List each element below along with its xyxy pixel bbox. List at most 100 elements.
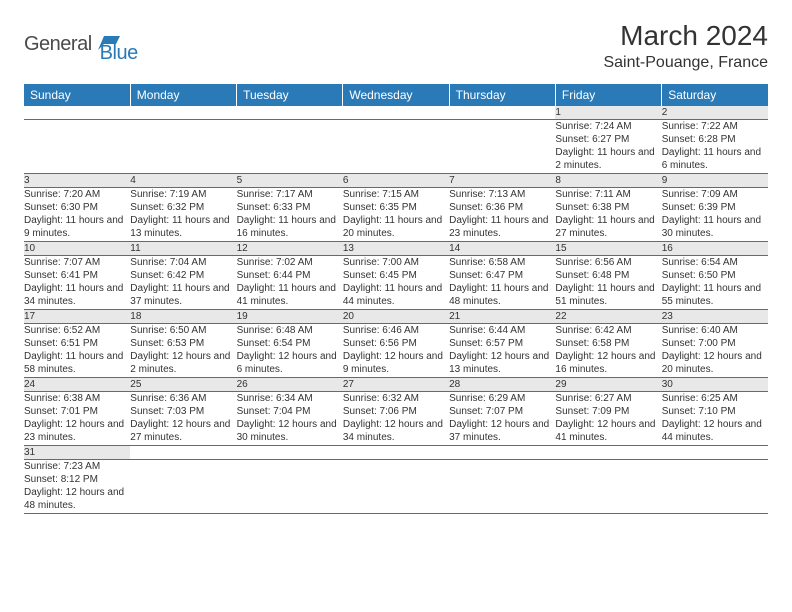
daylight-text: Daylight: 11 hours and 16 minutes.: [237, 214, 343, 240]
sunset-text: Sunset: 7:03 PM: [130, 405, 236, 418]
day-number-cell: 7: [449, 174, 555, 188]
daylight-text: Daylight: 11 hours and 51 minutes.: [555, 282, 661, 308]
sunrise-text: Sunrise: 7:22 AM: [662, 120, 768, 133]
day-number-cell: 10: [24, 242, 130, 256]
day-detail-row: Sunrise: 6:38 AMSunset: 7:01 PMDaylight:…: [24, 392, 768, 446]
sunrise-text: Sunrise: 6:29 AM: [449, 392, 555, 405]
daylight-text: Daylight: 11 hours and 2 minutes.: [555, 146, 661, 172]
day-detail-cell: Sunrise: 7:11 AMSunset: 6:38 PMDaylight:…: [555, 188, 661, 242]
logo-text-general: General: [24, 33, 92, 56]
sunrise-text: Sunrise: 6:38 AM: [24, 392, 130, 405]
day-detail-cell: Sunrise: 7:07 AMSunset: 6:41 PMDaylight:…: [24, 256, 130, 310]
daylight-text: Daylight: 12 hours and 30 minutes.: [237, 418, 343, 444]
day-number-cell: 17: [24, 310, 130, 324]
day-detail-cell: [662, 460, 768, 514]
sunrise-text: Sunrise: 6:40 AM: [662, 324, 768, 337]
day-number-cell: 5: [237, 174, 343, 188]
day-detail-cell: Sunrise: 6:36 AMSunset: 7:03 PMDaylight:…: [130, 392, 236, 446]
day-number-cell: 11: [130, 242, 236, 256]
day-detail-cell: [449, 120, 555, 174]
day-number-cell: 19: [237, 310, 343, 324]
daylight-text: Daylight: 12 hours and 9 minutes.: [343, 350, 449, 376]
day-detail-cell: Sunrise: 6:58 AMSunset: 6:47 PMDaylight:…: [449, 256, 555, 310]
calendar-body: 12Sunrise: 7:24 AMSunset: 6:27 PMDayligh…: [24, 106, 768, 514]
day-detail-row: Sunrise: 6:52 AMSunset: 6:51 PMDaylight:…: [24, 324, 768, 378]
day-detail-cell: Sunrise: 7:19 AMSunset: 6:32 PMDaylight:…: [130, 188, 236, 242]
day-detail-cell: Sunrise: 7:20 AMSunset: 6:30 PMDaylight:…: [24, 188, 130, 242]
day-number-cell: [343, 446, 449, 460]
daylight-text: Daylight: 12 hours and 20 minutes.: [662, 350, 768, 376]
daylight-text: Daylight: 12 hours and 48 minutes.: [24, 486, 130, 512]
day-number-cell: 24: [24, 378, 130, 392]
location: Saint-Pouange, France: [603, 54, 768, 72]
day-number-cell: 26: [237, 378, 343, 392]
sunset-text: Sunset: 6:38 PM: [555, 201, 661, 214]
daylight-text: Daylight: 12 hours and 44 minutes.: [662, 418, 768, 444]
day-number-cell: 16: [662, 242, 768, 256]
day-number-cell: 20: [343, 310, 449, 324]
daylight-text: Daylight: 12 hours and 13 minutes.: [449, 350, 555, 376]
day-number-cell: [130, 446, 236, 460]
sunset-text: Sunset: 6:47 PM: [449, 269, 555, 282]
day-number-cell: 25: [130, 378, 236, 392]
sunrise-text: Sunrise: 6:48 AM: [237, 324, 343, 337]
day-number-cell: [237, 106, 343, 120]
sunset-text: Sunset: 6:35 PM: [343, 201, 449, 214]
day-detail-cell: Sunrise: 7:02 AMSunset: 6:44 PMDaylight:…: [237, 256, 343, 310]
day-detail-cell: [130, 460, 236, 514]
weekday-header: Wednesday: [343, 84, 449, 106]
day-detail-cell: Sunrise: 7:09 AMSunset: 6:39 PMDaylight:…: [662, 188, 768, 242]
sunset-text: Sunset: 7:00 PM: [662, 337, 768, 350]
day-detail-cell: Sunrise: 6:42 AMSunset: 6:58 PMDaylight:…: [555, 324, 661, 378]
day-number-cell: 23: [662, 310, 768, 324]
day-number-cell: 31: [24, 446, 130, 460]
daylight-text: Daylight: 11 hours and 6 minutes.: [662, 146, 768, 172]
day-detail-cell: Sunrise: 6:38 AMSunset: 7:01 PMDaylight:…: [24, 392, 130, 446]
daylight-text: Daylight: 12 hours and 27 minutes.: [130, 418, 236, 444]
day-number-cell: 9: [662, 174, 768, 188]
day-number-row: 24252627282930: [24, 378, 768, 392]
day-detail-cell: Sunrise: 6:48 AMSunset: 6:54 PMDaylight:…: [237, 324, 343, 378]
sunset-text: Sunset: 6:56 PM: [343, 337, 449, 350]
day-number-cell: 22: [555, 310, 661, 324]
day-number-cell: 2: [662, 106, 768, 120]
day-detail-cell: Sunrise: 6:29 AMSunset: 7:07 PMDaylight:…: [449, 392, 555, 446]
day-number-cell: 8: [555, 174, 661, 188]
daylight-text: Daylight: 11 hours and 58 minutes.: [24, 350, 130, 376]
day-detail-cell: [237, 120, 343, 174]
sunset-text: Sunset: 6:30 PM: [24, 201, 130, 214]
day-detail-cell: [237, 460, 343, 514]
day-detail-cell: Sunrise: 7:23 AMSunset: 8:12 PMDaylight:…: [24, 460, 130, 514]
day-number-cell: 4: [130, 174, 236, 188]
day-detail-cell: Sunrise: 6:56 AMSunset: 6:48 PMDaylight:…: [555, 256, 661, 310]
daylight-text: Daylight: 12 hours and 2 minutes.: [130, 350, 236, 376]
daylight-text: Daylight: 11 hours and 27 minutes.: [555, 214, 661, 240]
sunset-text: Sunset: 6:41 PM: [24, 269, 130, 282]
sunset-text: Sunset: 6:33 PM: [237, 201, 343, 214]
day-number-cell: [343, 106, 449, 120]
sunrise-text: Sunrise: 6:25 AM: [662, 392, 768, 405]
sunrise-text: Sunrise: 6:54 AM: [662, 256, 768, 269]
day-number-cell: [449, 446, 555, 460]
day-number-cell: [449, 106, 555, 120]
day-detail-cell: Sunrise: 6:50 AMSunset: 6:53 PMDaylight:…: [130, 324, 236, 378]
day-number-cell: 29: [555, 378, 661, 392]
day-number-cell: 21: [449, 310, 555, 324]
sunset-text: Sunset: 6:51 PM: [24, 337, 130, 350]
daylight-text: Daylight: 12 hours and 37 minutes.: [449, 418, 555, 444]
header: General Blue March 2024 Saint-Pouange, F…: [24, 20, 768, 72]
sunrise-text: Sunrise: 7:02 AM: [237, 256, 343, 269]
daylight-text: Daylight: 11 hours and 55 minutes.: [662, 282, 768, 308]
day-detail-cell: Sunrise: 7:24 AMSunset: 6:27 PMDaylight:…: [555, 120, 661, 174]
sunset-text: Sunset: 7:06 PM: [343, 405, 449, 418]
day-detail-cell: Sunrise: 6:40 AMSunset: 7:00 PMDaylight:…: [662, 324, 768, 378]
title-block: March 2024 Saint-Pouange, France: [603, 20, 768, 72]
weekday-header: Thursday: [449, 84, 555, 106]
day-number-cell: 13: [343, 242, 449, 256]
day-number-cell: 1: [555, 106, 661, 120]
day-detail-cell: Sunrise: 7:04 AMSunset: 6:42 PMDaylight:…: [130, 256, 236, 310]
day-detail-cell: Sunrise: 6:44 AMSunset: 6:57 PMDaylight:…: [449, 324, 555, 378]
weekday-header: Monday: [130, 84, 236, 106]
daylight-text: Daylight: 11 hours and 44 minutes.: [343, 282, 449, 308]
sunset-text: Sunset: 7:07 PM: [449, 405, 555, 418]
